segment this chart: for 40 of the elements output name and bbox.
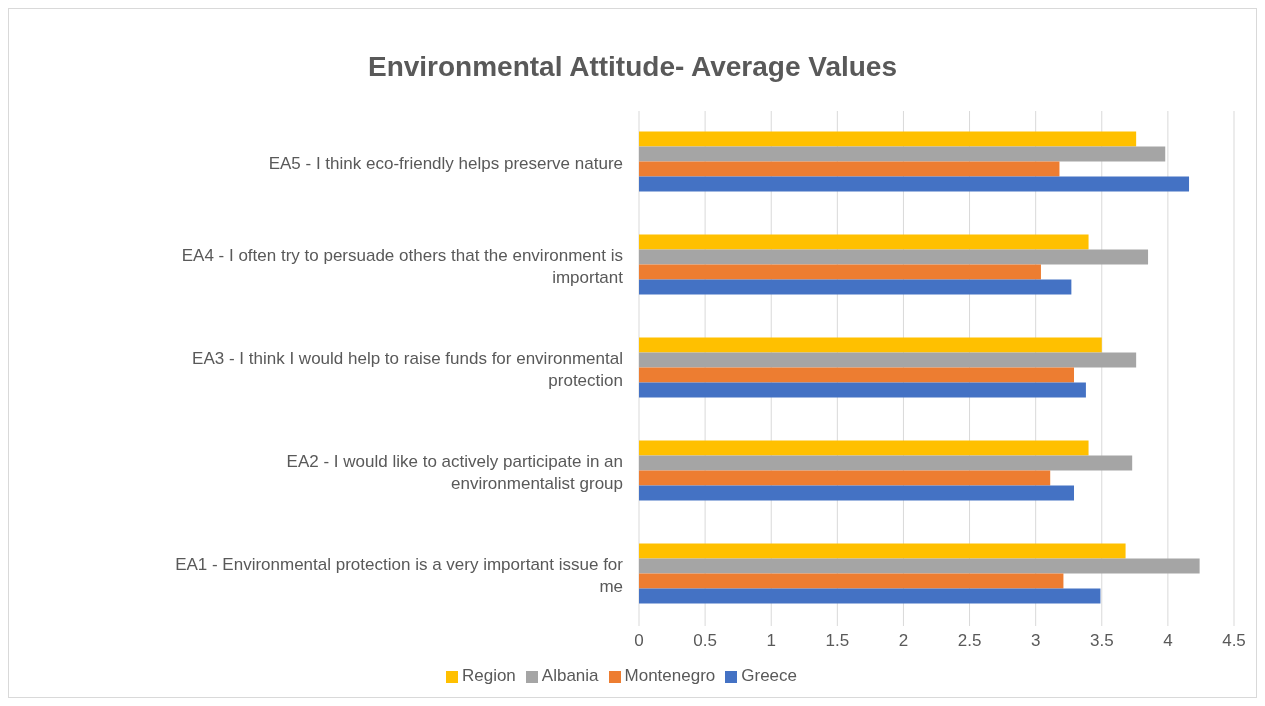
- legend-label: Albania: [541, 666, 599, 685]
- chart-title: Environmental Attitude- Average Values: [367, 50, 898, 84]
- x-tick-label: 2: [898, 631, 909, 651]
- x-tick-label: 4.5: [1222, 631, 1246, 651]
- x-tick-label: 4: [1163, 631, 1173, 651]
- bar: [639, 352, 1137, 368]
- x-tick-label: 1: [766, 631, 776, 651]
- y-tick-label: EA3 - I think I would help to raise funds for environmental protection: [192, 348, 623, 389]
- x-tick-label: 0.5: [693, 631, 717, 651]
- y-tick-label: EA5 - I think eco-friendly helps preserve nature: [268, 153, 623, 172]
- x-tick-label: 1.5: [825, 631, 850, 651]
- bar: [639, 264, 1041, 280]
- bar: [639, 573, 1064, 589]
- bar: [639, 131, 1137, 147]
- bar: [639, 367, 1075, 383]
- bar: [639, 337, 1102, 353]
- bar: [639, 485, 1075, 501]
- x-tick-label: 3.5: [1089, 631, 1114, 651]
- bar: [639, 382, 1086, 398]
- legend-label: Region: [461, 666, 516, 685]
- y-tick-label: EA2 - I would like to actively participate in an environmentalist group: [286, 451, 623, 492]
- bar: [639, 455, 1133, 471]
- x-tick-label: 2.5: [957, 631, 982, 651]
- bar: [639, 249, 1149, 265]
- y-tick-label: EA1 - Environmental protection is a very important issue for me: [175, 554, 624, 595]
- x-tick-label: 3: [1030, 631, 1041, 651]
- bar: [639, 234, 1089, 250]
- bar: [639, 440, 1089, 456]
- y-tick-label: EA4 - I often try to persuade others that the environment is important: [181, 245, 624, 286]
- bar: [639, 146, 1166, 162]
- bar: [639, 588, 1101, 604]
- legend-label: Montenegro: [624, 666, 716, 685]
- bar: [639, 558, 1200, 574]
- x-tick-label: 0: [634, 631, 644, 651]
- bar: [639, 279, 1072, 295]
- bar: [639, 176, 1190, 192]
- legend-label: Greece: [741, 666, 798, 685]
- bar: [639, 470, 1051, 486]
- bar: [639, 543, 1126, 559]
- bar: [639, 161, 1060, 177]
